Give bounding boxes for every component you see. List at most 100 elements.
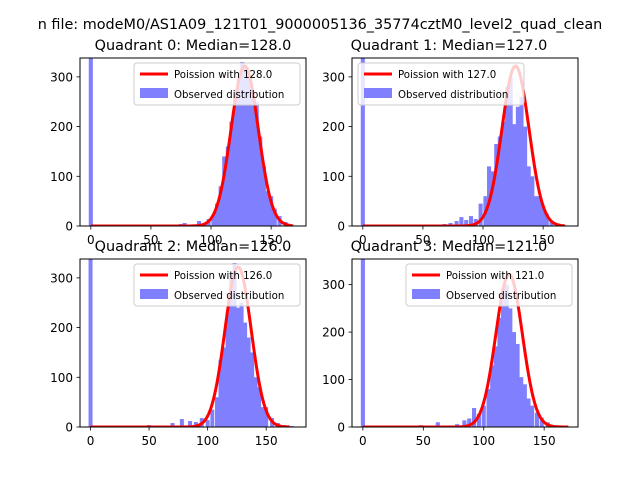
histogram-bar	[530, 405, 535, 427]
y-tick-label: 300	[50, 70, 73, 84]
histogram-bar	[501, 289, 506, 427]
histogram-bar	[497, 317, 502, 427]
y-tick-label: 100	[50, 170, 73, 184]
histogram-bar	[486, 389, 491, 427]
histogram-bar	[522, 384, 527, 427]
subplot-title: Quadrant 3: Median=121.0	[351, 239, 548, 255]
histogram-bar	[515, 106, 520, 226]
legend-label-poisson: Poission with 121.0	[446, 271, 544, 282]
x-tick-label: 50	[416, 434, 431, 448]
histogram-bar	[265, 191, 270, 226]
histogram-bar	[537, 196, 542, 226]
histogram-bar	[261, 166, 266, 226]
histogram-bar	[519, 377, 524, 427]
legend-swatch-observed	[140, 88, 168, 98]
histogram-bar	[501, 121, 506, 226]
histogram-bar	[260, 407, 265, 427]
histogram-bar	[360, 58, 365, 226]
histogram-bar	[243, 322, 248, 427]
subplot-quadrant-0: Quadrant 0: Median=128.0 0 50 100 150 0 100 20…	[50, 38, 307, 247]
histogram-bar	[272, 208, 277, 226]
histogram-bar	[254, 101, 259, 226]
histogram-bar	[233, 96, 238, 226]
subplot-quadrant-1: Quadrant 1: Median=127.0 0 50 100 150 0 100 20…	[322, 38, 579, 247]
x-tick-label: 0	[87, 233, 95, 247]
x-tick-label: 100	[472, 434, 495, 448]
histogram-bar	[257, 387, 262, 427]
histogram-bar	[454, 221, 459, 226]
histogram-bar	[218, 359, 223, 427]
legend-label-observed: Observed distribution	[398, 90, 508, 101]
histogram-bar	[229, 272, 234, 427]
histogram-bar	[504, 284, 509, 427]
histogram-bar	[222, 156, 227, 226]
subplot-title: Quadrant 2: Median=126.0	[95, 239, 292, 255]
y-tick-label: 0	[337, 421, 345, 435]
y-tick-label: 0	[65, 421, 73, 435]
data-layer	[88, 58, 294, 226]
histogram-bar	[214, 203, 220, 226]
legend-label-poisson: Poission with 128.0	[174, 70, 272, 81]
axes-frame	[79, 258, 307, 428]
y-tick-label: 300	[322, 70, 345, 84]
legend-swatch-observed	[140, 289, 168, 299]
histogram-bar	[467, 418, 472, 427]
x-tick-label: 150	[533, 434, 556, 448]
histogram-bar	[179, 419, 184, 427]
legend-swatch-observed	[364, 88, 392, 98]
plot-area: 0 50 100 150 0 100 200 300 Poission with 126.0 Ob…	[50, 258, 307, 448]
histogram-bar	[468, 216, 474, 226]
legend-box	[405, 263, 573, 307]
histogram-bar	[229, 121, 234, 226]
legend-swatch-observed	[412, 289, 440, 299]
x-tick-label: 100	[200, 233, 223, 247]
y-tick-label: 300	[322, 278, 345, 292]
y-tick-label: 300	[50, 271, 73, 285]
histogram-bar	[508, 308, 513, 427]
histogram-bar	[435, 422, 440, 427]
histogram-bar	[222, 347, 227, 427]
legend: Poission with 127.0 Observed distribution	[357, 62, 525, 106]
y-tick-label: 200	[50, 321, 73, 335]
subplot-quadrant-3: Quadrant 3: Median=121.0 0 50 100 150 0 100 20…	[322, 239, 579, 448]
histogram-bar	[526, 166, 531, 226]
subplot-title: Quadrant 0: Median=128.0	[95, 38, 292, 54]
histogram-bar	[215, 397, 219, 427]
x-tick-label: 150	[260, 233, 283, 247]
histogram-bar	[511, 332, 517, 427]
histogram-bar	[218, 186, 223, 226]
histogram-bar	[269, 196, 274, 226]
x-tick-label: 0	[359, 434, 367, 448]
legend-box	[357, 62, 525, 106]
axes-frame	[351, 57, 579, 227]
histogram-bar	[210, 409, 215, 427]
x-tick-label: 100	[196, 434, 219, 448]
histogram-bar	[515, 343, 520, 427]
histogram-bar	[541, 206, 546, 226]
histogram-bar	[533, 196, 538, 226]
histogram-bar	[459, 217, 464, 226]
histogram-bar	[251, 96, 256, 226]
subplot-quadrant-2: Quadrant 2: Median=126.0 0 50 100 150 0 100 20…	[50, 239, 307, 448]
histogram-bar	[258, 136, 263, 226]
histogram-bar	[170, 423, 175, 427]
y-tick-label: 0	[65, 220, 73, 234]
data-layer	[360, 58, 566, 226]
histogram-bar	[188, 421, 193, 427]
histogram-bar	[539, 417, 544, 427]
histogram-bar	[225, 146, 230, 226]
histogram-bar	[88, 58, 93, 226]
x-tick-label: 150	[532, 233, 555, 247]
histogram-bar	[490, 171, 495, 226]
histogram-bar	[88, 259, 93, 427]
histogram-bar	[519, 96, 524, 226]
y-tick-label: 200	[322, 120, 345, 134]
x-tick-label: 100	[472, 233, 495, 247]
y-tick-label: 0	[337, 220, 345, 234]
histogram-bar	[239, 302, 244, 427]
histogram-bar	[250, 352, 255, 427]
histogram-bar	[240, 61, 245, 226]
x-tick-label: 50	[143, 233, 158, 247]
figure-suptitle: n file: modeM0/AS1A09_121T01_9000005136_…	[38, 17, 603, 33]
